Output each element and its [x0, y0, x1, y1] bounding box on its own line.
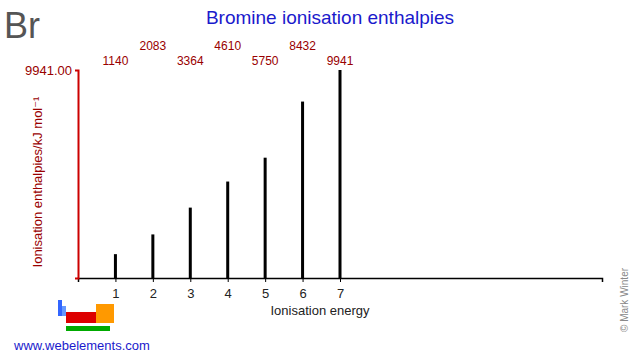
bar	[226, 182, 229, 278]
y-axis: 9941.00	[25, 63, 79, 279]
icon-block	[96, 304, 114, 323]
x-tick: 4	[225, 278, 232, 301]
x-tick-mark	[190, 278, 191, 282]
x-tick: 2	[150, 278, 157, 301]
y-tick-mark	[75, 70, 78, 71]
y-tick-label: 9941.00	[25, 63, 72, 78]
bar	[114, 254, 117, 278]
data-label: 1140	[103, 54, 129, 68]
y-tick: 9941.00	[25, 63, 78, 78]
icon-block	[62, 306, 66, 316]
periodic-table-icon	[58, 300, 114, 331]
data-label: 2083	[140, 39, 167, 53]
bar	[339, 70, 342, 278]
x-axis: 1 2 3 4 5 6 7	[79, 278, 603, 301]
x-tick-label: 7	[337, 286, 344, 301]
x-tick-mark	[115, 278, 116, 282]
x-tick: 5	[262, 278, 269, 301]
icon-block	[58, 300, 62, 316]
x-tick-label: 4	[225, 286, 232, 301]
chart: 1 2 3 4 5 6 7 9941.00 1140 2083 3364 4610 5750 8432 99…	[0, 0, 640, 360]
x-axis-title: Ionisation energy	[270, 303, 370, 318]
data-label: 3364	[177, 54, 204, 68]
x-tick-mark	[228, 278, 229, 282]
website: www.webelements.com	[13, 338, 150, 353]
x-tick: 3	[187, 278, 194, 301]
x-tick: 1	[112, 278, 119, 301]
data-label: 4610	[214, 39, 241, 53]
data-label: 9941	[327, 54, 354, 68]
x-tick-label: 2	[150, 286, 157, 301]
data-label: 5750	[252, 54, 279, 68]
x-tick: 7	[337, 278, 344, 301]
element-symbol: Br	[4, 5, 40, 46]
x-tick-mark	[303, 278, 304, 282]
x-tick-mark	[153, 278, 154, 282]
bar	[151, 234, 154, 278]
x-tick: 6	[299, 278, 306, 301]
icon-block	[66, 312, 96, 323]
y-axis-line	[75, 71, 79, 279]
data-label: 8432	[289, 39, 316, 53]
x-tick-mark	[340, 278, 341, 282]
bar	[301, 102, 304, 278]
icon-block	[66, 326, 110, 331]
bar	[264, 158, 267, 278]
x-tick-label: 5	[262, 286, 269, 301]
plot: 1 2 3 4 5 6 7 9941.00	[25, 63, 603, 301]
y-axis-title: Ionisation enthalpies/kJ mol⁻¹	[30, 96, 45, 268]
copyright: © Mark Winter	[619, 267, 630, 332]
x-tick-label: 6	[299, 286, 306, 301]
x-tick-label: 1	[112, 286, 119, 301]
x-axis-line	[79, 279, 603, 283]
bars	[114, 70, 342, 278]
title: Bromine ionisation enthalpies	[206, 7, 454, 28]
x-tick-label: 3	[187, 286, 194, 301]
x-tick-mark	[265, 278, 266, 282]
bar	[189, 208, 192, 278]
